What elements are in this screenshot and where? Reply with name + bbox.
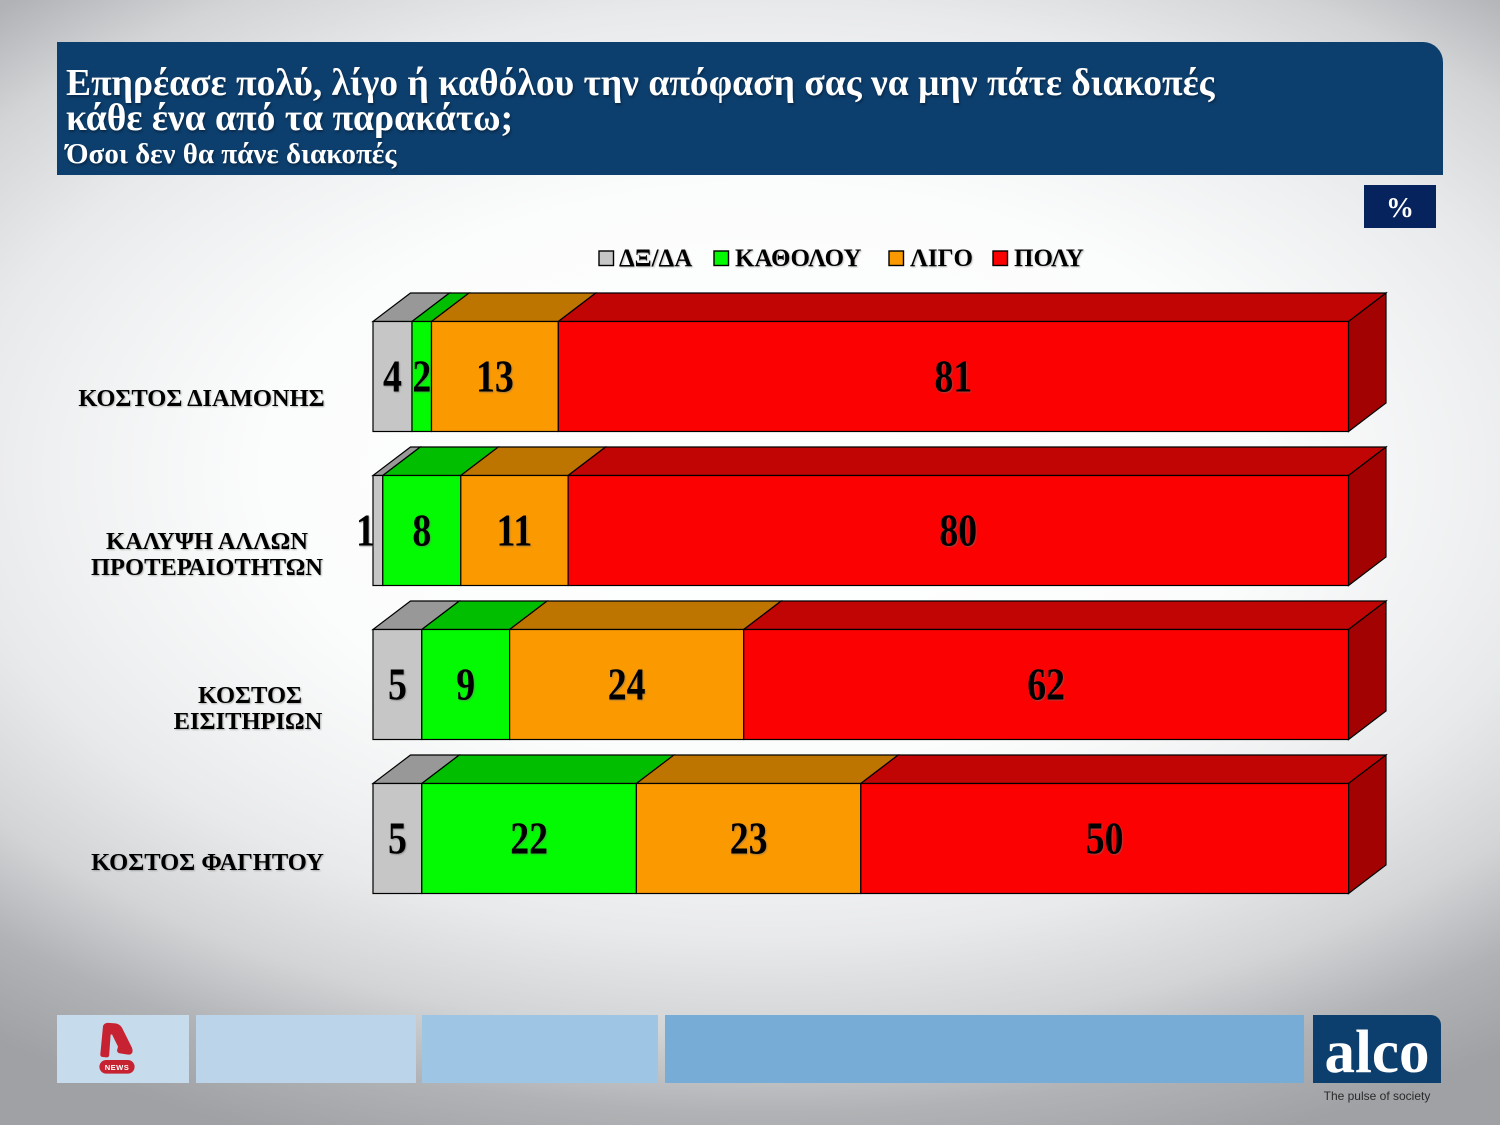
svg-text:ΚΑΘΟΛΟΥ: ΚΑΘΟΛΟΥ	[735, 245, 861, 272]
svg-text:Όσοι δεν θα πάνε διακοπές: Όσοι δεν θα πάνε διακοπές	[64, 138, 397, 170]
svg-text:22: 22	[510, 814, 548, 864]
svg-text:ΔΞ/ΔΑ: ΔΞ/ΔΑ	[619, 245, 692, 272]
svg-text:ΠΡΟΤΕΡΑΙΟΤΗΤΩΝ: ΠΡΟΤΕΡΑΙΟΤΗΤΩΝ	[91, 554, 323, 581]
svg-text:50: 50	[1086, 814, 1124, 864]
svg-text:11: 11	[497, 506, 533, 556]
svg-text:8: 8	[412, 506, 431, 556]
svg-text:80: 80	[939, 506, 977, 556]
svg-text:ΚΑΛΥΨΗ ΑΛΛΩΝ: ΚΑΛΥΨΗ ΑΛΛΩΝ	[106, 528, 308, 555]
svg-text:4: 4	[383, 352, 402, 402]
svg-text:ΠΟΛΥ: ΠΟΛΥ	[1014, 245, 1084, 272]
svg-text:ΚΟΣΤΟΣ ΦΑΓΗΤΟΥ: ΚΟΣΤΟΣ ΦΑΓΗΤΟΥ	[91, 849, 324, 876]
svg-text:ΚΟΣΤΟΣ ΔΙΑΜΟΝΗΣ: ΚΟΣΤΟΣ ΔΙΑΜΟΝΗΣ	[78, 385, 324, 412]
svg-text:81: 81	[935, 352, 973, 402]
svg-text:%: %	[1386, 193, 1414, 224]
svg-text:ΚΟΣΤΟΣ: ΚΟΣΤΟΣ	[198, 682, 302, 709]
svg-text:13: 13	[476, 352, 514, 402]
svg-text:alco: alco	[1324, 1019, 1429, 1086]
svg-text:9: 9	[456, 660, 475, 710]
svg-text:24: 24	[608, 660, 646, 710]
svg-text:κάθε ένα από τα παρακάτω;: κάθε ένα από τα παρακάτω;	[66, 98, 513, 139]
svg-text:5: 5	[388, 814, 407, 864]
svg-text:1: 1	[356, 506, 375, 556]
svg-text:NEWS: NEWS	[105, 1063, 129, 1072]
svg-text:2: 2	[412, 352, 431, 402]
svg-text:23: 23	[730, 814, 768, 864]
svg-text:Επηρέασε πολύ, λίγο ή καθόλου: Επηρέασε πολύ, λίγο ή καθόλου την απόφασ…	[66, 63, 1216, 104]
svg-text:62: 62	[1027, 660, 1065, 710]
svg-text:5: 5	[388, 660, 407, 710]
svg-text:The pulse of society: The pulse of society	[1324, 1089, 1431, 1103]
svg-text:ΕΙΣΙΤΗΡΙΩΝ: ΕΙΣΙΤΗΡΙΩΝ	[174, 708, 323, 735]
svg-text:ΛΙΓΟ: ΛΙΓΟ	[910, 245, 973, 272]
